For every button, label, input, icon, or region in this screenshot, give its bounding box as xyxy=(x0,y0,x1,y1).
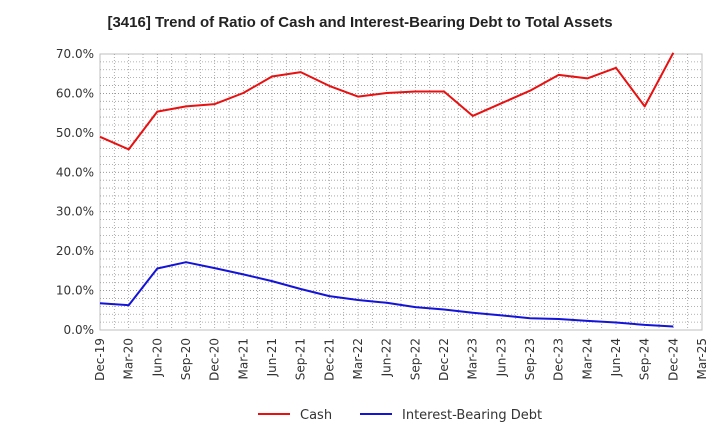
x-tick-label: Dec-24 xyxy=(666,338,680,381)
y-tick-label: 40.0% xyxy=(56,165,94,179)
y-tick-label: 20.0% xyxy=(56,244,94,258)
y-tick-label: 70.0% xyxy=(56,47,94,61)
x-tick-label: Mar-20 xyxy=(122,338,136,379)
series-line-cash xyxy=(99,52,675,151)
x-tick-label: Sep-23 xyxy=(523,338,537,380)
x-tick-label: Sep-20 xyxy=(179,338,193,380)
x-tick-label: Mar-22 xyxy=(351,338,365,379)
x-tick-label: Jun-23 xyxy=(494,338,508,377)
x-tick-label: Sep-24 xyxy=(638,338,652,380)
x-tick-label: Dec-22 xyxy=(437,338,451,381)
x-tick-label: Mar-21 xyxy=(236,338,250,379)
x-tick-label: Dec-20 xyxy=(208,338,222,381)
x-tick-label: Jun-22 xyxy=(380,338,394,377)
series-line-interest-bearing-debt xyxy=(99,261,674,328)
y-tick-label: 30.0% xyxy=(56,205,94,219)
x-tick-label: Sep-22 xyxy=(408,338,422,380)
chart-title: [3416] Trend of Ratio of Cash and Intere… xyxy=(107,14,613,31)
x-tick-label: Dec-19 xyxy=(93,338,107,381)
legend-label: Interest-Bearing Debt xyxy=(402,408,542,423)
x-tick-label: Dec-21 xyxy=(322,338,336,381)
x-tick-label: Mar-25 xyxy=(695,338,709,379)
x-tick-label: Jun-20 xyxy=(150,338,164,377)
x-tick-label: Dec-23 xyxy=(552,338,566,381)
x-tick-label: Sep-21 xyxy=(294,338,308,380)
y-tick-label: 0.0% xyxy=(64,323,95,337)
x-tick-label: Mar-24 xyxy=(580,338,594,379)
legend-label: Cash xyxy=(300,408,332,423)
y-tick-label: 50.0% xyxy=(56,126,94,140)
x-tick-label: Jun-24 xyxy=(609,338,623,377)
x-tick-label: Jun-21 xyxy=(265,338,279,377)
x-tick-label: Mar-23 xyxy=(466,338,480,379)
y-tick-label: 10.0% xyxy=(56,284,94,298)
y-tick-label: 60.0% xyxy=(56,86,94,100)
